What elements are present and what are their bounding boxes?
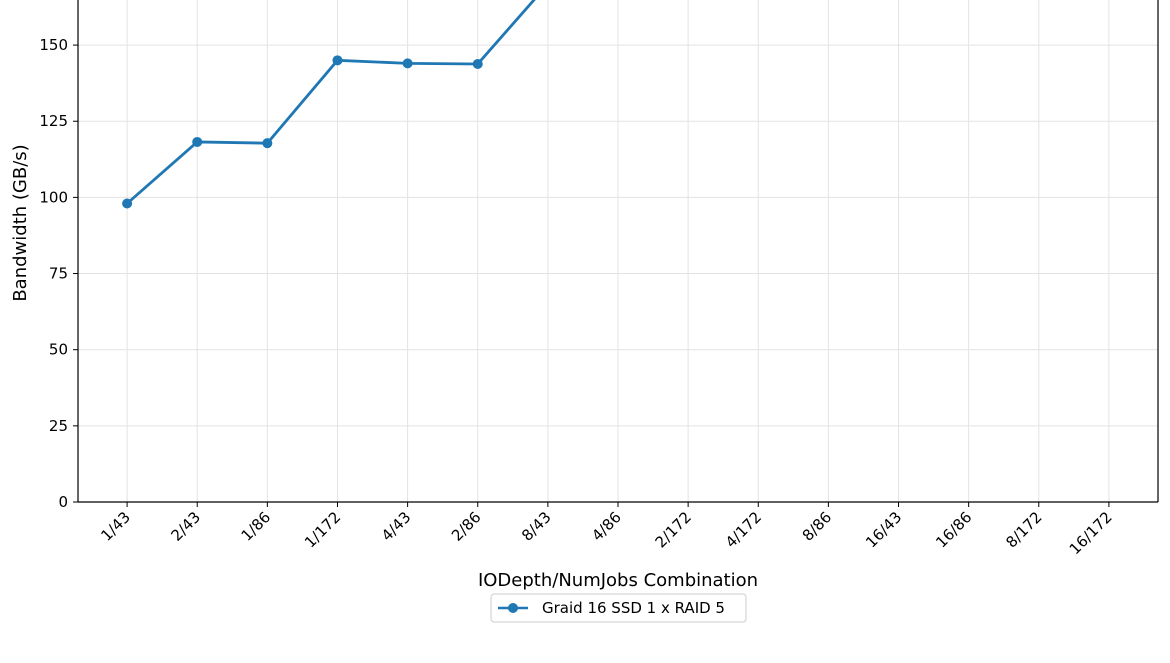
x-tick-label: 8/172 bbox=[1002, 508, 1045, 551]
x-tick-label: 8/86 bbox=[799, 508, 836, 545]
x-tick-label: 2/172 bbox=[652, 508, 695, 551]
y-tick-label: 100 bbox=[39, 188, 68, 206]
x-tick-label: 2/43 bbox=[168, 508, 205, 545]
x-tick-label: 4/86 bbox=[588, 508, 625, 545]
x-tick-label: 1/86 bbox=[238, 508, 275, 545]
legend-label: Graid 16 SSD 1 x RAID 5 bbox=[542, 599, 725, 617]
y-tick-label: 50 bbox=[49, 341, 68, 359]
x-tick-label: 4/43 bbox=[378, 508, 415, 545]
y-tick-label: 0 bbox=[58, 493, 68, 511]
data-point bbox=[122, 198, 133, 209]
data-point bbox=[332, 55, 343, 66]
y-tick-label: 125 bbox=[39, 112, 68, 130]
x-tick-label: 16/43 bbox=[862, 508, 905, 551]
y-tick-label: 75 bbox=[49, 265, 68, 283]
x-tick-label: 1/43 bbox=[97, 508, 134, 545]
data-point bbox=[262, 138, 273, 149]
legend-marker bbox=[508, 603, 518, 613]
x-tick-label: 8/43 bbox=[518, 508, 555, 545]
x-tick-label: 16/172 bbox=[1066, 508, 1116, 558]
y-tick-label: 25 bbox=[49, 417, 68, 435]
x-tick-label: 2/86 bbox=[448, 508, 485, 545]
data-point bbox=[402, 58, 413, 69]
data-point bbox=[472, 58, 483, 69]
y-tick-label: 150 bbox=[39, 36, 68, 54]
legend-box bbox=[490, 593, 747, 623]
y-axis-label: Bandwidth (GB/s) bbox=[10, 144, 31, 301]
data-point bbox=[192, 136, 203, 147]
x-tick-label: 4/172 bbox=[722, 508, 765, 551]
x-axis-label: IODepth/NumJobs Combination bbox=[478, 570, 758, 591]
x-tick-label: 16/86 bbox=[932, 508, 975, 551]
x-tick-label: 1/172 bbox=[301, 508, 344, 551]
